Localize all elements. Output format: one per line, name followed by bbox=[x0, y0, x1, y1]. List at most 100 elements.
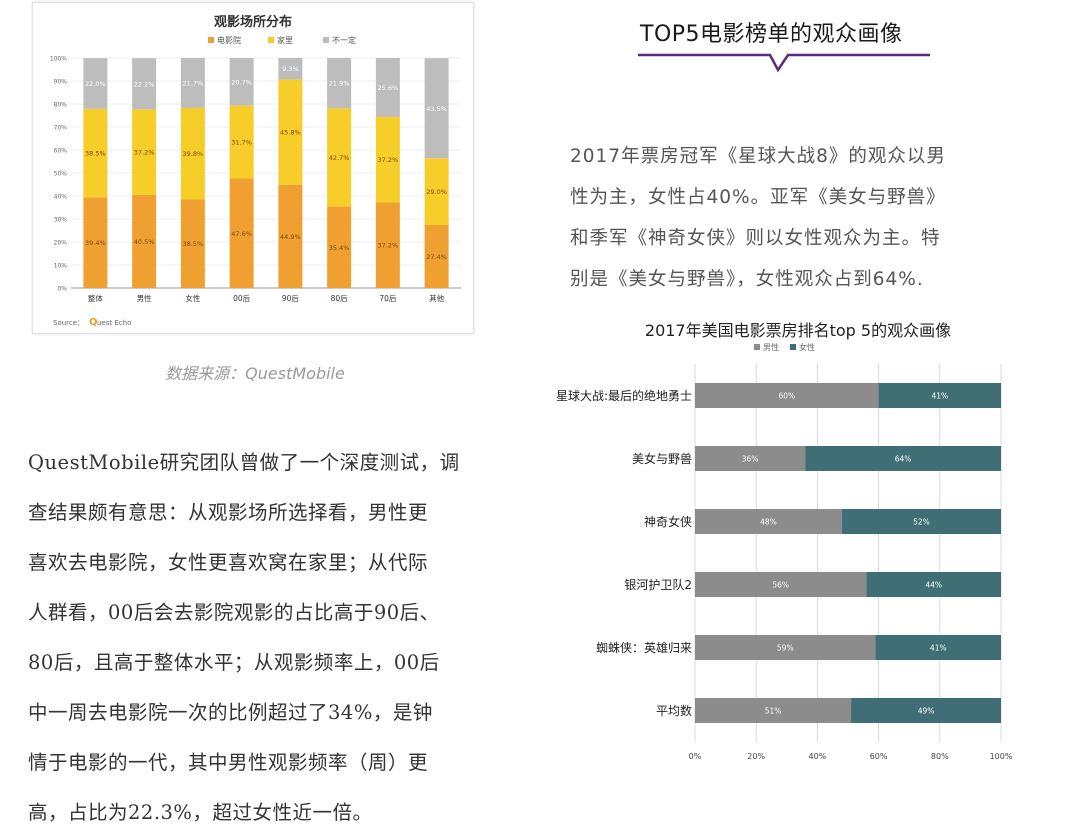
data-label: 29.0% bbox=[426, 188, 447, 196]
legend-label: 女性 bbox=[799, 342, 815, 352]
y-tick-label: 80% bbox=[54, 102, 68, 109]
y-tick-label: 100% bbox=[50, 56, 67, 63]
data-label: 56% bbox=[772, 581, 789, 590]
bar-segment bbox=[83, 58, 108, 109]
x-tick-label: 女性 bbox=[185, 293, 200, 303]
data-label: 47.6% bbox=[231, 230, 252, 238]
legend-swatch bbox=[790, 344, 796, 350]
y-tick-label: 神奇女侠 bbox=[644, 514, 692, 529]
right-paragraph-line: 性为主，女性占40%。亚军《美女与野兽》 bbox=[570, 187, 946, 208]
data-label: 40.5% bbox=[134, 238, 155, 246]
bar-segment bbox=[229, 58, 254, 106]
chart-title: 2017年美国电影票房排名top 5的观众画像 bbox=[645, 321, 951, 340]
y-tick-label: 30% bbox=[54, 217, 68, 224]
bar-segment bbox=[424, 58, 449, 159]
bar-segment bbox=[878, 383, 1001, 408]
data-label: 41% bbox=[931, 392, 948, 401]
left-paragraph-line: 中一周去电影院一次的比例超过了34%，是钟 bbox=[28, 701, 433, 724]
x-tick-label: 0% bbox=[689, 752, 702, 761]
data-label: 64% bbox=[895, 455, 912, 464]
y-tick-label: 50% bbox=[54, 171, 68, 178]
data-label: 41% bbox=[930, 644, 947, 653]
y-tick-label: 平均数 bbox=[656, 703, 692, 718]
data-label: 60% bbox=[778, 392, 795, 401]
bar-segment bbox=[424, 224, 449, 288]
data-label: 51% bbox=[765, 707, 782, 716]
y-tick-label: 10% bbox=[54, 263, 68, 270]
left-paragraph-line: 喜欢去电影院，女性更喜欢窝在家里；从代际 bbox=[28, 551, 429, 574]
chart-title: 观影场所分布 bbox=[214, 14, 292, 30]
bar-segment bbox=[695, 509, 842, 534]
bar-segment bbox=[375, 58, 400, 117]
source-logo: Q bbox=[89, 317, 98, 328]
left-paragraph-line: 查结果颇有意思：从观影场所选择看，男性更 bbox=[28, 501, 429, 524]
bar-segment bbox=[695, 698, 852, 723]
bar-segment bbox=[180, 199, 205, 288]
right-paragraph-line: 和季军《神奇女侠》则以女性观众为主。特 bbox=[570, 228, 941, 249]
bar-segment bbox=[83, 197, 108, 288]
left-paragraph-line: 高，占比为22.3%，超过女性近一倍。 bbox=[28, 801, 373, 824]
left-paragraph-line: QuestMobile研究团队曾做了一个深度测试，调 bbox=[28, 451, 460, 474]
data-label: 39.4% bbox=[85, 239, 106, 247]
data-label: 59% bbox=[777, 644, 794, 653]
bar-segment bbox=[327, 206, 352, 288]
y-tick-label: 70% bbox=[54, 125, 68, 132]
data-label: 21.7% bbox=[183, 79, 204, 87]
bar-segment bbox=[851, 698, 1001, 723]
data-label: 49% bbox=[918, 707, 935, 716]
y-tick-label: 60% bbox=[54, 148, 68, 155]
bar-segment bbox=[375, 116, 400, 203]
data-label: 27.4% bbox=[426, 253, 447, 261]
data-label: 52% bbox=[913, 518, 930, 527]
y-tick-label: 星球大战:最后的绝地勇士 bbox=[556, 388, 692, 403]
y-tick-label: 20% bbox=[54, 240, 68, 247]
data-label: 37.2% bbox=[378, 156, 399, 164]
data-label: 37.2% bbox=[378, 242, 399, 250]
x-tick-label: 20% bbox=[747, 752, 765, 761]
left-paragraph-line: 人群看，00后会去影院观影的占比高于90后、 bbox=[28, 601, 440, 624]
data-label: 20.7% bbox=[231, 78, 252, 86]
y-tick-label: 40% bbox=[54, 194, 68, 201]
right-paragraph-line: 2017年票房冠军《星球大战8》的观众以男 bbox=[570, 146, 946, 167]
legend-label: 家里 bbox=[277, 35, 293, 45]
data-label: 25.6% bbox=[378, 84, 399, 92]
data-label: 31.7% bbox=[231, 139, 252, 147]
data-label: 38.5% bbox=[183, 240, 204, 248]
bar-segment bbox=[866, 572, 1001, 597]
legend-swatch bbox=[208, 37, 214, 43]
legend-label: 不一定 bbox=[332, 35, 356, 45]
source-label: Source： bbox=[53, 319, 84, 327]
bar-segment bbox=[180, 107, 205, 200]
bar-segment bbox=[229, 105, 254, 179]
bar-segment bbox=[278, 58, 303, 80]
data-label: 36% bbox=[742, 455, 759, 464]
bar-segment bbox=[229, 178, 254, 288]
bar-segment bbox=[805, 446, 1001, 471]
bar-segment bbox=[841, 509, 1001, 534]
bar-segment bbox=[278, 79, 303, 185]
x-tick-label: 00后 bbox=[233, 293, 251, 303]
bar-segment bbox=[83, 108, 108, 198]
y-tick-label: 蜘蛛侠：英雄归来 bbox=[596, 640, 692, 655]
data-label: 42.7% bbox=[329, 154, 350, 162]
y-tick-label: 90% bbox=[54, 79, 68, 86]
data-label: 39.8% bbox=[183, 150, 204, 158]
heading-underline-pointer bbox=[638, 53, 930, 73]
data-label: 38.5% bbox=[85, 150, 106, 158]
data-label: 21.9% bbox=[329, 80, 350, 88]
data-label: 37.2% bbox=[134, 149, 155, 157]
legend-label: 电影院 bbox=[217, 35, 241, 45]
viewing-venue-chart: 观影场所分布 电影院 家里 不一定 0% 10% 20% 30% 40% 50% 60% 70% 80%… bbox=[32, 2, 474, 334]
data-label: 22.2% bbox=[134, 80, 155, 88]
legend-swatch bbox=[754, 344, 760, 350]
left-paragraph-line: 情于电影的一代，其中男性观影频率（周）更 bbox=[28, 751, 429, 774]
legend-label: 男性 bbox=[763, 342, 779, 352]
section-heading: TOP5电影榜单的观众画像 bbox=[640, 22, 903, 47]
data-source-caption: 数据来源：QuestMobile bbox=[165, 364, 345, 383]
x-tick-label: 90后 bbox=[282, 293, 300, 303]
bar-segment bbox=[278, 184, 303, 288]
bar-segment bbox=[695, 383, 879, 408]
data-label: 48% bbox=[760, 518, 777, 527]
x-tick-label: 其他 bbox=[429, 293, 444, 303]
bar-segment bbox=[327, 108, 352, 207]
